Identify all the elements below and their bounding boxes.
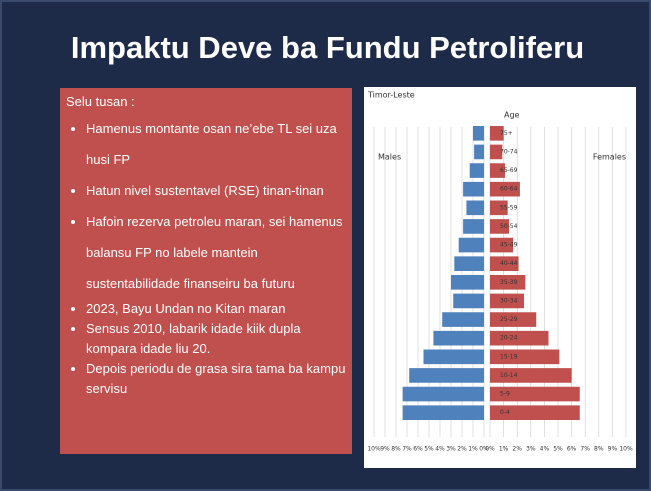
female-bar xyxy=(490,200,508,216)
legend-label: Males xyxy=(378,153,401,162)
female-bar xyxy=(490,349,560,365)
x-tick-label: 6% xyxy=(567,446,577,453)
male-bar xyxy=(442,312,484,327)
text-box: Selu tusan : Hamenus montante osan ne’eb… xyxy=(60,88,352,454)
female-bar xyxy=(490,275,526,290)
age-label: 30-34 xyxy=(500,297,518,304)
x-tick-label: 9% xyxy=(608,446,618,453)
x-tick-label: 5% xyxy=(553,446,563,453)
male-bar xyxy=(474,144,484,160)
male-bar xyxy=(463,181,484,197)
age-label: 75+ xyxy=(500,130,513,137)
age-label: 40-44 xyxy=(500,260,518,267)
female-bar xyxy=(490,144,503,160)
age-label: 55-59 xyxy=(500,204,518,211)
bullet-list: Hamenus montante osan ne’ebe TL sei uza … xyxy=(66,113,346,399)
bullet: Hafoin rezerva petroleu maran, sei hamen… xyxy=(86,206,346,299)
age-axis-label: Age xyxy=(504,111,520,120)
female-bar xyxy=(490,386,580,402)
slide-title: Impaktu Deve ba Fundu Petroliferu xyxy=(70,30,585,65)
age-label: 20-24 xyxy=(500,335,518,342)
female-bar xyxy=(490,312,537,327)
male-bar xyxy=(454,256,484,271)
age-label: 10-14 xyxy=(500,372,518,379)
female-bar xyxy=(490,405,580,420)
pyramid-chart: Timor-Leste Age 0%0%1% 1%2% 2%3% 3%4% 4%5% 5%… xyxy=(364,87,636,468)
male-bar xyxy=(451,275,484,290)
male-bar xyxy=(402,405,484,420)
age-label: 15-19 xyxy=(500,353,518,360)
x-tick-label: 1% xyxy=(499,446,509,453)
female-bar xyxy=(490,330,549,346)
x-tick-label: 3% xyxy=(526,446,536,453)
x-tick-label: 1% xyxy=(468,446,478,453)
bullet: Hatun nivel sustentavel (RSE) tinan-tina… xyxy=(86,175,346,206)
female-bar xyxy=(490,219,510,234)
chart-title: Timor-Leste xyxy=(367,91,415,100)
age-label: 45-49 xyxy=(500,242,518,249)
box-heading: Selu tusan : xyxy=(66,94,135,109)
x-tick-label: 2% xyxy=(512,446,522,453)
x-tick-label: 2% xyxy=(457,446,467,453)
female-bar xyxy=(490,237,514,253)
male-bar xyxy=(402,386,484,402)
x-tick-label: 10% xyxy=(367,446,381,453)
x-tick-label: 0% xyxy=(485,446,495,453)
legend-label: Females xyxy=(593,153,626,162)
female-bar xyxy=(490,256,519,271)
female-bar xyxy=(490,126,504,141)
male-bar xyxy=(423,349,484,365)
age-label: 70-74 xyxy=(500,148,518,155)
male-bar xyxy=(453,293,484,309)
male-bar xyxy=(466,200,484,216)
female-bar xyxy=(490,293,524,309)
x-tick-label: 10% xyxy=(619,446,633,453)
x-tick-label: 4% xyxy=(435,446,445,453)
age-label: 35-39 xyxy=(500,279,518,286)
male-bar xyxy=(409,368,484,383)
x-tick-label: 7% xyxy=(580,446,590,453)
bullet: 2023, Bayu Undan no Kitan maran xyxy=(86,299,346,319)
x-tick-label: 9% xyxy=(380,446,390,453)
x-tick-label: 6% xyxy=(413,446,423,453)
male-bar xyxy=(458,237,484,253)
age-label: 65-69 xyxy=(500,167,518,174)
x-tick-label: 5% xyxy=(424,446,434,453)
male-bar xyxy=(469,163,484,178)
male-bar xyxy=(473,126,484,141)
x-tick-label: 7% xyxy=(402,446,412,453)
bullet: Sensus 2010, labarik idade kiik dupla ko… xyxy=(86,319,346,359)
age-label: 60-64 xyxy=(500,186,518,193)
x-tick-label: 0% xyxy=(479,446,489,453)
female-bar xyxy=(490,368,572,383)
x-tick-label: 8% xyxy=(391,446,401,453)
age-label: 50-54 xyxy=(500,223,518,230)
x-tick-label: 8% xyxy=(594,446,604,453)
age-label: 5-9 xyxy=(500,391,510,398)
x-tick-label: 3% xyxy=(446,446,456,453)
male-bar xyxy=(463,219,484,234)
age-label: 25-29 xyxy=(500,316,518,323)
male-bar xyxy=(433,330,484,346)
bullet: Hamenus montante osan ne’ebe TL sei uza … xyxy=(86,113,346,175)
female-bar xyxy=(490,163,505,178)
bullet: Depois periodu de grasa sira tama ba kam… xyxy=(86,359,346,399)
x-tick-label: 4% xyxy=(540,446,550,453)
female-bar xyxy=(490,181,520,197)
age-label: 0-4 xyxy=(500,409,510,416)
